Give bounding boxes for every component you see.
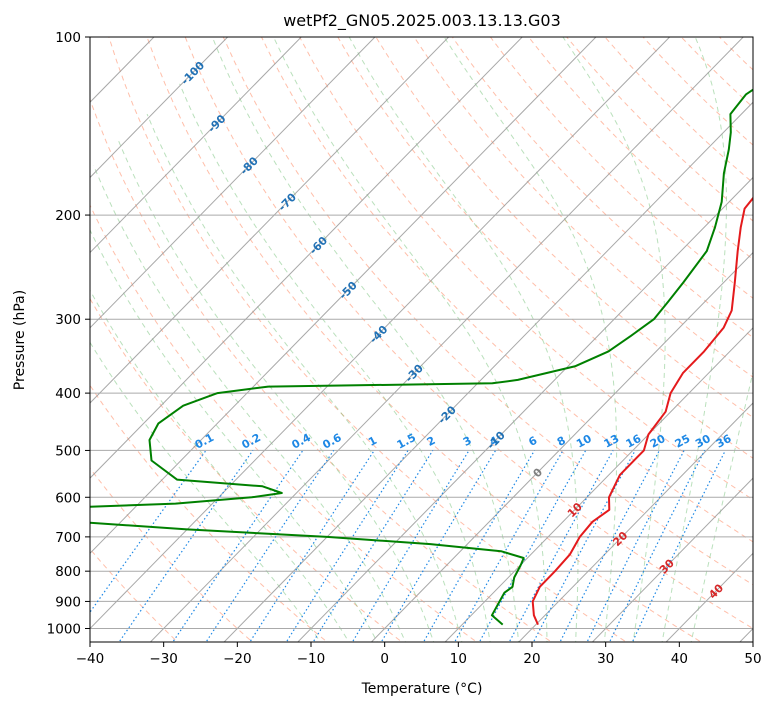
- isotherm-line: [90, 37, 302, 254]
- mixing-ratio-label: 16: [624, 432, 644, 451]
- mixing-ratio-label: 10: [574, 432, 594, 451]
- plot-frame: [89, 36, 754, 643]
- mixing-ratio-line: [509, 450, 614, 642]
- moist-adiabat: [90, 289, 350, 642]
- mixing-ratio-line: [119, 450, 254, 642]
- isotherm-line: [518, 402, 753, 642]
- mixing-ratio-line: [454, 450, 564, 642]
- y-tick-label: 100: [55, 30, 81, 46]
- isotherm-line: [149, 37, 744, 642]
- x-tick-label: 30: [597, 651, 614, 667]
- y-tick-label: 1000: [47, 622, 81, 638]
- moist-adiabat: [179, 83, 491, 642]
- x-tick-label: 50: [744, 651, 761, 667]
- moist-adiabat: [93, 165, 406, 642]
- x-tick-label: 0: [380, 651, 389, 667]
- mixing-ratio-line: [587, 450, 685, 642]
- temperature-line: [531, 196, 753, 626]
- mixing-ratio-label: 30: [693, 432, 713, 451]
- dry-adiabat: [261, 37, 753, 543]
- isotherm-line: [370, 251, 753, 642]
- isotherm-line: [90, 37, 597, 555]
- moist-adiabat: [118, 141, 435, 642]
- y-tick-label: 300: [55, 312, 81, 328]
- isotherm-line: [90, 37, 229, 179]
- moist-adiabat: [272, 37, 548, 642]
- isotherm-line: [591, 477, 753, 642]
- moist-adiabat: [562, 37, 666, 642]
- dry-adiabat: [90, 384, 328, 642]
- y-tick-label: 200: [55, 208, 81, 224]
- isotherm-line: [90, 37, 671, 630]
- series-layer: [90, 88, 753, 626]
- axes: −40 −30 −20 −10 0 10 20 30 40 50 100 200 300 400 500 60…: [47, 30, 762, 667]
- y-tick-label: 600: [55, 490, 81, 506]
- dry-adiabat: [108, 37, 628, 642]
- mixing-ratio-line: [313, 450, 434, 642]
- mixing-ratio-line: [173, 450, 304, 642]
- dry-adiabat: [184, 37, 753, 630]
- moist-adiabat: [90, 341, 322, 642]
- y-tick-label: 800: [55, 564, 81, 580]
- mixing-ratio-label: 25: [673, 432, 693, 451]
- isotherm-line: [444, 327, 753, 642]
- moist-adiabat: [348, 37, 579, 642]
- mixing-ratio-label: 36: [714, 432, 734, 451]
- dry-adiabat: [451, 37, 753, 339]
- background-lines: [90, 37, 753, 642]
- dry-adiabat: [337, 37, 753, 459]
- dry-adiabat: [146, 37, 702, 642]
- moist-adiabat: [90, 228, 378, 642]
- isotherm-line: [90, 37, 450, 404]
- x-tick-label: −10: [297, 651, 326, 667]
- mixing-ratio-label: 20: [648, 432, 668, 451]
- mixing-ratio-line: [206, 450, 335, 642]
- mixing-ratio-line: [250, 450, 375, 642]
- isotherm-line: [223, 101, 753, 642]
- x-tick-label: −40: [76, 651, 105, 667]
- dry-adiabat: [299, 37, 753, 501]
- x-tick-label: 10: [450, 651, 467, 667]
- dewpoint-line: [90, 88, 753, 626]
- y-tick-label: 500: [55, 443, 81, 459]
- dry-adiabat: [90, 204, 478, 642]
- x-tick-label: −20: [223, 651, 252, 667]
- y-tick-label: 700: [55, 530, 81, 546]
- moist-adiabat: [661, 37, 728, 642]
- mixing-ratio-line: [90, 450, 207, 614]
- x-tick-label: −30: [149, 651, 178, 667]
- chart-title: wetPf2_GN05.2025.003.13.13.G03: [283, 11, 561, 31]
- mixing-ratio-line: [609, 450, 706, 642]
- dry-adiabat: [90, 297, 403, 642]
- moist-adiabat: [443, 37, 618, 642]
- x-axis-title: Temperature (°C): [361, 681, 483, 697]
- x-tick-label: 40: [671, 651, 688, 667]
- mixing-ratio-line: [352, 450, 470, 642]
- y-tick-label: 900: [55, 594, 81, 610]
- y-axis-title: Pressure (hPa): [12, 290, 28, 390]
- mixing-ratio-line: [286, 450, 409, 642]
- isotherm-line: [90, 37, 376, 329]
- x-tick-label: 20: [523, 651, 540, 667]
- isotherm-line: [90, 37, 523, 479]
- y-tick-label: 400: [55, 386, 81, 402]
- mixing-ratio-label: 13: [602, 432, 622, 451]
